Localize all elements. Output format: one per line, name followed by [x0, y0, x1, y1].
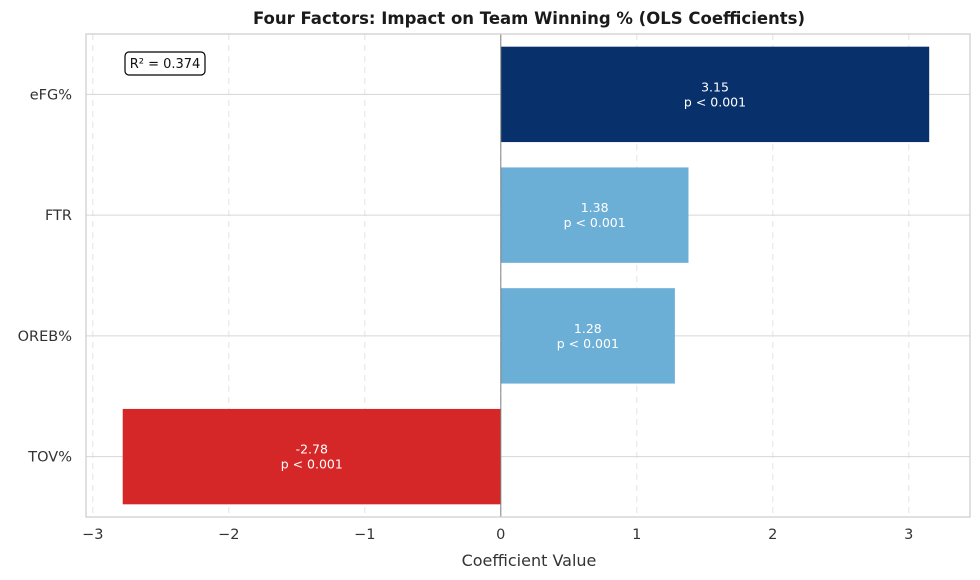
bar-p-label: p < 0.001	[684, 94, 746, 109]
bar-value-label: 3.15	[701, 79, 729, 94]
r-squared-annotation: R² = 0.374	[124, 51, 206, 76]
x-tick-label: 2	[768, 527, 777, 543]
r-squared-text: R² = 0.374	[130, 57, 201, 72]
chart-title: Four Factors: Impact on Team Winning % (…	[253, 9, 805, 28]
bar-value-label: 1.38	[581, 200, 609, 215]
x-tick-label: −3	[82, 527, 103, 543]
bar	[500, 167, 689, 263]
r-squared-box	[124, 51, 206, 76]
y-tick-label: OREB%	[18, 329, 72, 345]
y-tick-label: FTR	[45, 208, 72, 224]
y-axis: eFG% FTR OREB% TOV%	[18, 87, 72, 465]
bar-p-label: p < 0.001	[557, 336, 619, 351]
bar	[500, 288, 675, 384]
bar-p-label: p < 0.001	[281, 457, 343, 472]
y-tick-label: TOV%	[27, 450, 72, 466]
x-tick-label: −1	[354, 527, 375, 543]
plot-frame	[85, 33, 971, 518]
x-axis-label: Coefficient Value	[462, 551, 597, 570]
bar-p-label: p < 0.001	[564, 215, 626, 230]
x-tick-label: 0	[496, 527, 505, 543]
x-tick-label: −2	[218, 527, 239, 543]
x-axis: −3 −2 −1 0 1 2 3	[82, 527, 913, 543]
bar	[122, 408, 501, 505]
bar-value-label: -2.78	[296, 442, 328, 457]
x-tick-label: 1	[632, 527, 641, 543]
y-tick-label: eFG%	[30, 87, 72, 103]
bar-value-label: 1.28	[574, 321, 602, 336]
x-tick-label: 3	[904, 527, 913, 543]
bar	[500, 46, 930, 143]
